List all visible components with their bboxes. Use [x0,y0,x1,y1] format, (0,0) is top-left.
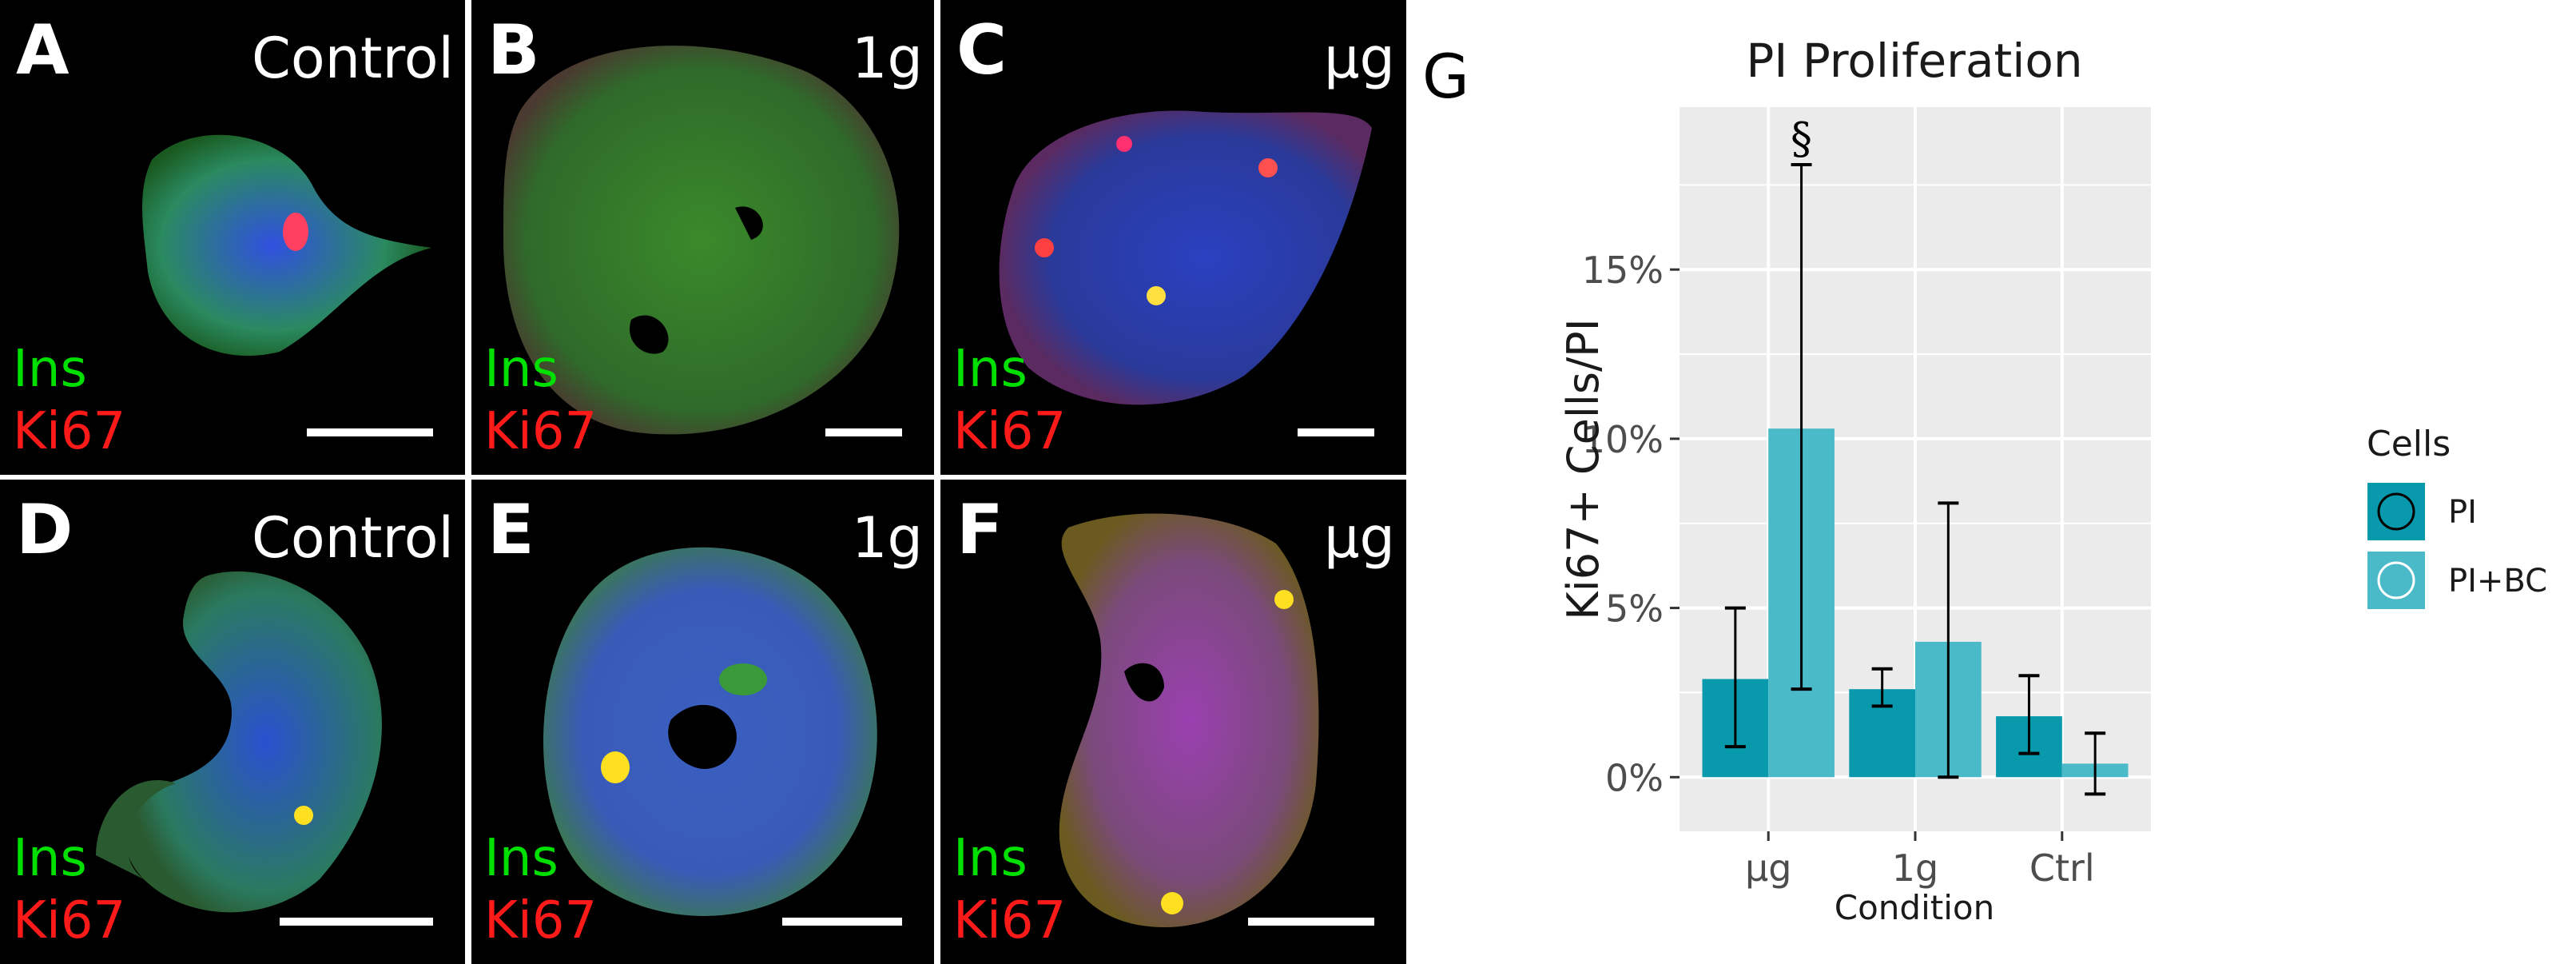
micrograph-panel-c: C µg Ins Ki67 [940,0,1406,475]
insulin-stain-label: Ins [484,829,559,888]
y-tick-label: 0% [1605,756,1664,799]
x-axis-ticks: µg 1g Ctrl [1745,831,2095,890]
panel-letter-g: G [1422,41,1469,112]
micrograph-grid: A Control Ins Ki67 B 1g Ins Ki67 C µg In [0,0,1406,964]
panel-letter: B [487,10,540,90]
scale-bar [825,428,902,436]
panel-letter: F [956,490,1004,570]
y-axis-ticks: 0% 5% 10% 15% [1582,249,1680,799]
ki67-stain-label: Ki67 [953,402,1067,461]
x-tick-label: µg [1745,846,1791,890]
y-axis-label: Ki67+ Cells/PI [1558,318,1608,619]
insulin-stain-label: Ins [13,340,87,399]
legend-key-pi [2367,483,2425,540]
legend-key-pibc [2367,552,2425,609]
x-tick-label: Ctrl [2029,846,2095,890]
micrograph-panel-a: A Control Ins Ki67 [0,0,465,475]
error-bars [1724,162,2106,796]
ki67-stain-label: Ki67 [13,891,126,950]
y-tick-label: 10% [1582,418,1664,461]
y-tick-label: 5% [1605,588,1664,631]
chart-title: PI Proliferation [1746,34,2082,88]
panel-condition-label: Control [251,505,454,571]
panel-condition-label: µg [1324,26,1395,91]
insulin-stain-label: Ins [13,829,87,888]
islet-image-f [1059,513,1319,927]
ki67-stain-label: Ki67 [13,402,126,461]
panel-condition-label: 1g [852,26,923,91]
x-axis-label: Condition [1835,888,1994,927]
panel-condition-label: µg [1324,505,1395,571]
panel-condition-label: Control [251,26,454,91]
panel-letter: D [16,490,74,570]
islet-image-b [503,46,900,435]
micrograph-panel-b: B 1g Ins Ki67 [471,0,934,475]
proliferation-chart: G PI Proliferation 0% 5% 10% 15% µg 1g Ctrl §… [1406,0,2576,964]
insulin-stain-label: Ins [953,829,1028,888]
ki67-stain-label: Ki67 [484,891,598,950]
micrograph-panel-e: E 1g Ins Ki67 [471,480,934,964]
insulin-stain-label: Ins [953,340,1028,399]
legend: Cells PI PI+BC [2367,424,2547,609]
scale-bar [307,428,433,436]
y-tick-label: 15% [1582,249,1664,292]
islet-image-a [142,134,431,357]
scale-bar [1298,428,1374,436]
insulin-stain-label: Ins [484,340,559,399]
islet-image-d [96,571,382,913]
panel-letter: A [16,10,70,90]
micrograph-panel-d: D Control Ins Ki67 [0,480,465,964]
scale-bar [1248,918,1374,926]
chart-svg: G PI Proliferation 0% 5% 10% 15% µg 1g Ctrl §… [1422,34,2547,927]
panel-condition-label: 1g [852,505,923,571]
scale-bar [782,918,902,926]
legend-title: Cells [2367,424,2451,464]
scale-bar [280,918,433,926]
legend-key-pi-circle [2377,492,2415,531]
panel-letter: E [487,490,535,570]
legend-key-pibc-circle [2377,561,2415,600]
micrograph-panel-f: F µg Ins Ki67 [940,480,1406,964]
significance-marker: § [1791,114,1812,164]
x-tick-label: 1g [1892,846,1938,890]
legend-label-pi: PI [2448,494,2477,531]
islet-image-e [543,547,877,916]
legend-label-pibc: PI+BC [2448,563,2547,600]
ki67-stain-label: Ki67 [953,891,1067,950]
ki67-stain-label: Ki67 [484,402,598,461]
panel-letter: C [956,10,1008,90]
islet-image-c [999,110,1372,405]
